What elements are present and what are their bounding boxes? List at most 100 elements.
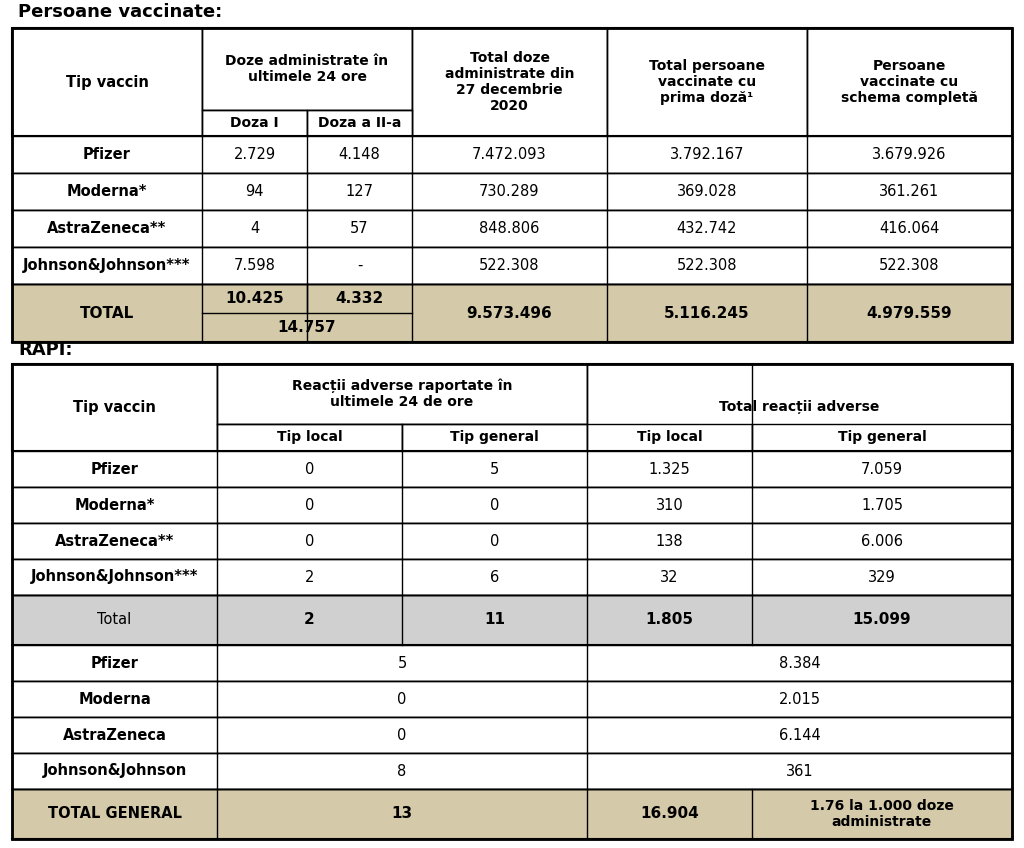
Text: 13: 13	[391, 806, 413, 822]
Text: 0: 0	[397, 691, 407, 706]
Bar	[587, 364, 1012, 451]
Text: 14.757: 14.757	[278, 320, 336, 335]
Text: Tip local: Tip local	[276, 431, 342, 444]
Text: 0: 0	[305, 461, 314, 477]
Text: Total reacții adverse: Total reacții adverse	[719, 400, 880, 415]
Bar	[12, 136, 1012, 173]
Text: TOTAL: TOTAL	[80, 305, 134, 321]
Bar	[752, 424, 1012, 451]
Bar	[12, 364, 1012, 839]
Text: Moderna: Moderna	[78, 691, 151, 706]
Text: 329: 329	[868, 570, 896, 584]
Text: Pfizer: Pfizer	[90, 656, 138, 671]
Bar	[12, 284, 1012, 342]
Bar	[12, 753, 1012, 789]
Text: 6.006: 6.006	[861, 533, 903, 549]
Bar	[12, 28, 1012, 342]
Text: 5: 5	[489, 461, 499, 477]
Text: 2: 2	[304, 612, 314, 628]
Text: 2.729: 2.729	[233, 147, 275, 162]
Bar	[12, 28, 1012, 136]
Text: 416.064: 416.064	[880, 221, 940, 236]
Bar	[12, 717, 1012, 753]
Text: AstraZeneca**: AstraZeneca**	[47, 221, 167, 236]
Bar	[12, 173, 1012, 210]
Text: Total doze
administrate din
27 decembrie
2020: Total doze administrate din 27 decembrie…	[444, 51, 574, 114]
Text: 848.806: 848.806	[479, 221, 540, 236]
Text: 9.573.496: 9.573.496	[467, 305, 552, 321]
Text: 8.384: 8.384	[778, 656, 820, 671]
Text: -: -	[356, 258, 362, 273]
Bar	[307, 110, 412, 136]
Text: 730.289: 730.289	[479, 184, 540, 199]
Text: 5: 5	[397, 656, 407, 671]
Text: Reacții adverse raportate în
ultimele 24 de ore: Reacții adverse raportate în ultimele 24…	[292, 379, 512, 410]
Text: 3.679.926: 3.679.926	[872, 147, 946, 162]
Text: 522.308: 522.308	[479, 258, 540, 273]
Text: Doza I: Doza I	[230, 116, 279, 130]
Text: 7.598: 7.598	[233, 258, 275, 273]
Text: 8: 8	[397, 763, 407, 778]
Text: 432.742: 432.742	[677, 221, 737, 236]
Text: Moderna*: Moderna*	[75, 498, 155, 512]
Bar	[12, 523, 1012, 559]
Text: 1.805: 1.805	[645, 612, 693, 628]
Bar	[217, 424, 402, 451]
Text: Johnson&Johnson: Johnson&Johnson	[42, 763, 186, 778]
Bar	[12, 645, 1012, 681]
Text: 127: 127	[345, 184, 374, 199]
Text: Doze administrate în
ultimele 24 ore: Doze administrate în ultimele 24 ore	[225, 54, 388, 84]
Text: 369.028: 369.028	[677, 184, 737, 199]
Text: Persoane
vaccinate cu
schema completă: Persoane vaccinate cu schema completă	[841, 59, 978, 105]
Text: 0: 0	[397, 728, 407, 743]
Text: 0: 0	[305, 498, 314, 512]
Text: 10.425: 10.425	[225, 291, 284, 306]
Bar	[12, 451, 1012, 487]
Text: 0: 0	[305, 533, 314, 549]
Text: 7.472.093: 7.472.093	[472, 147, 547, 162]
Text: 0: 0	[489, 533, 499, 549]
Text: 4.979.559: 4.979.559	[866, 305, 952, 321]
Text: Tip local: Tip local	[637, 431, 702, 444]
Text: Pfizer: Pfizer	[90, 461, 138, 477]
Text: 2.015: 2.015	[778, 691, 820, 706]
Text: 57: 57	[350, 221, 369, 236]
Bar	[12, 559, 1012, 595]
Text: 15.099: 15.099	[853, 612, 911, 628]
Text: 6: 6	[489, 570, 499, 584]
Bar	[807, 28, 1012, 136]
Text: 0: 0	[489, 498, 499, 512]
Text: Pfizer: Pfizer	[83, 147, 131, 162]
Text: Johnson&Johnson***: Johnson&Johnson***	[31, 570, 199, 584]
Bar	[607, 28, 807, 136]
Bar	[412, 28, 607, 136]
Text: 310: 310	[655, 498, 683, 512]
Bar	[12, 247, 1012, 284]
Text: Johnson&Johnson***: Johnson&Johnson***	[24, 258, 190, 273]
Text: 6.144: 6.144	[778, 728, 820, 743]
Text: TOTAL GENERAL: TOTAL GENERAL	[47, 806, 181, 822]
Text: 522.308: 522.308	[880, 258, 940, 273]
Text: Tip general: Tip general	[838, 431, 927, 444]
Bar	[587, 424, 752, 451]
Text: Total persoane
vaccinate cu
prima doză¹: Total persoane vaccinate cu prima doză¹	[649, 59, 765, 105]
Text: 4: 4	[250, 221, 259, 236]
Bar	[12, 487, 1012, 523]
Text: Moderna*: Moderna*	[67, 184, 147, 199]
Text: Doza a II-a: Doza a II-a	[317, 116, 401, 130]
Text: Total: Total	[97, 612, 132, 628]
Bar	[402, 424, 587, 451]
Text: 4.332: 4.332	[336, 291, 384, 306]
Text: 2: 2	[305, 570, 314, 584]
Text: 32: 32	[660, 570, 679, 584]
Text: 4.148: 4.148	[339, 147, 380, 162]
Text: 11: 11	[484, 612, 505, 628]
Text: RAPI:: RAPI:	[18, 341, 73, 359]
Text: 5.116.245: 5.116.245	[665, 305, 750, 321]
Text: Tip general: Tip general	[451, 431, 539, 444]
Bar	[12, 364, 217, 451]
Text: 522.308: 522.308	[677, 258, 737, 273]
Text: 138: 138	[655, 533, 683, 549]
Bar	[12, 210, 1012, 247]
Text: Tip vaccin: Tip vaccin	[73, 400, 156, 415]
